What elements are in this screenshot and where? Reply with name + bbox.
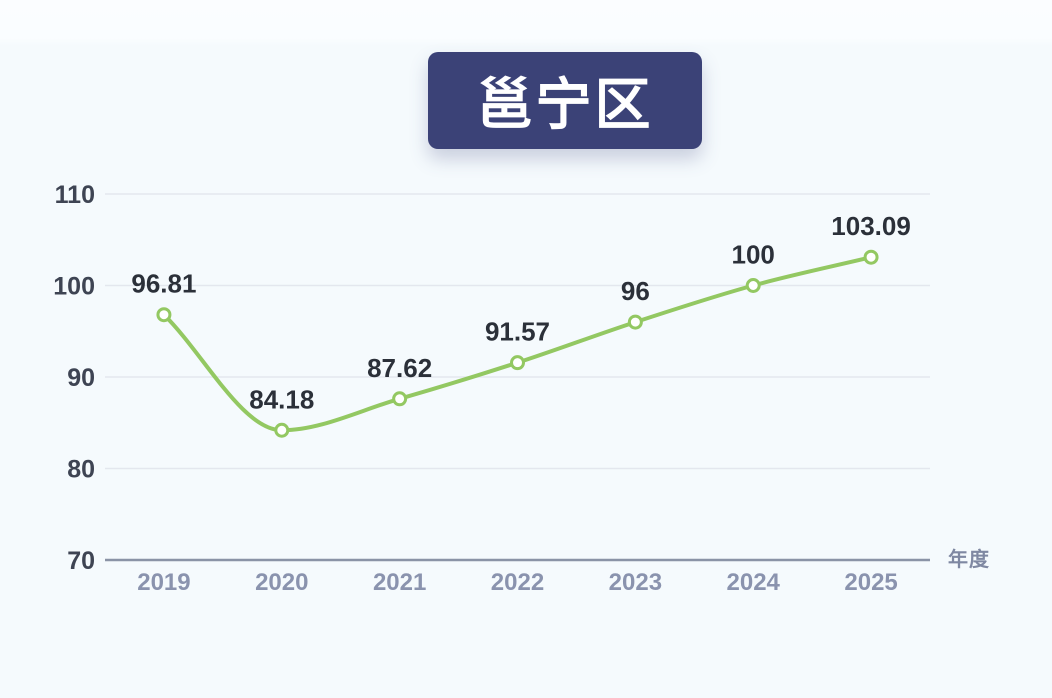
data-point-marker xyxy=(863,249,879,265)
x-axis-tick-label: 2019 xyxy=(137,569,190,596)
x-axis-tick-label: 2023 xyxy=(609,569,662,596)
y-axis-tick-label: 70 xyxy=(67,547,95,575)
chart-title-badge: 邕宁区 xyxy=(428,52,702,149)
data-point-label: 84.18 xyxy=(249,384,314,414)
data-point-label: 103.09 xyxy=(831,211,911,241)
data-point-marker xyxy=(510,355,525,371)
x-axis-tick-label: 2025 xyxy=(844,569,897,596)
x-axis-tick-label: 2020 xyxy=(255,569,308,596)
y-axis-tick-label: 110 xyxy=(55,181,95,209)
data-point-label: 100 xyxy=(732,240,775,270)
y-axis-tick-label: 80 xyxy=(67,456,95,484)
x-axis-tick-label: 2024 xyxy=(727,569,781,596)
x-axis-unit-label: 年度 xyxy=(948,549,990,571)
data-point-marker xyxy=(274,422,290,438)
x-axis-tick-label: 2021 xyxy=(373,569,426,596)
data-point-marker xyxy=(392,391,408,407)
data-point-label: 96.81 xyxy=(131,269,196,299)
data-point-label: 91.57 xyxy=(485,317,550,347)
y-axis-tick-label: 100 xyxy=(53,273,95,301)
x-axis-tick-label: 2022 xyxy=(491,569,544,596)
data-point-marker xyxy=(627,314,643,330)
data-point-label: 96 xyxy=(621,276,650,306)
data-point-marker xyxy=(745,278,761,293)
data-point-marker xyxy=(156,307,172,323)
data-point-label: 87.62 xyxy=(367,353,432,383)
y-axis-tick-label: 90 xyxy=(67,364,95,392)
